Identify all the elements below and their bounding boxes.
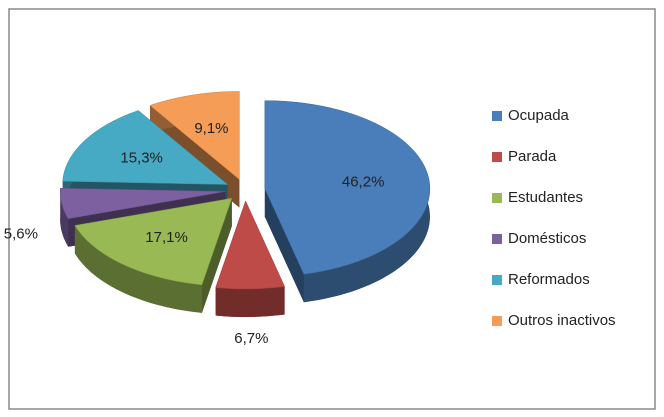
slice-side [74, 225, 202, 313]
legend-swatch [492, 152, 502, 162]
slice-top [62, 110, 229, 185]
legend-label: Estudantes [508, 189, 583, 206]
legend-label: Parada [508, 148, 557, 165]
legend-label: Reformados [508, 271, 590, 288]
legend-swatch [492, 234, 502, 244]
data-label: 9,1% [194, 120, 228, 137]
slice-side [60, 188, 69, 247]
slice-side [215, 286, 285, 317]
data-label: 15,3% [120, 149, 163, 166]
slice-top [74, 197, 233, 286]
slice-wall [264, 188, 304, 303]
legend-swatch [492, 316, 502, 326]
legend-label: Ocupada [508, 107, 570, 124]
slice-top [215, 200, 285, 290]
slice [264, 100, 431, 303]
legend-swatch [492, 275, 502, 285]
slice-top [149, 91, 240, 180]
data-label: 5,6% [4, 226, 38, 243]
data-label: 46,2% [342, 173, 385, 190]
legend-label: Domésticos [508, 230, 586, 247]
slice-top [264, 100, 431, 275]
slice [74, 197, 233, 313]
data-label: 17,1% [145, 229, 188, 246]
slice [215, 200, 285, 317]
legend-swatch [492, 193, 502, 203]
slice-top [59, 187, 226, 219]
data-label: 6,7% [234, 330, 268, 347]
legend-swatch [492, 111, 502, 121]
legend-label: Outros inactivos [508, 312, 616, 329]
